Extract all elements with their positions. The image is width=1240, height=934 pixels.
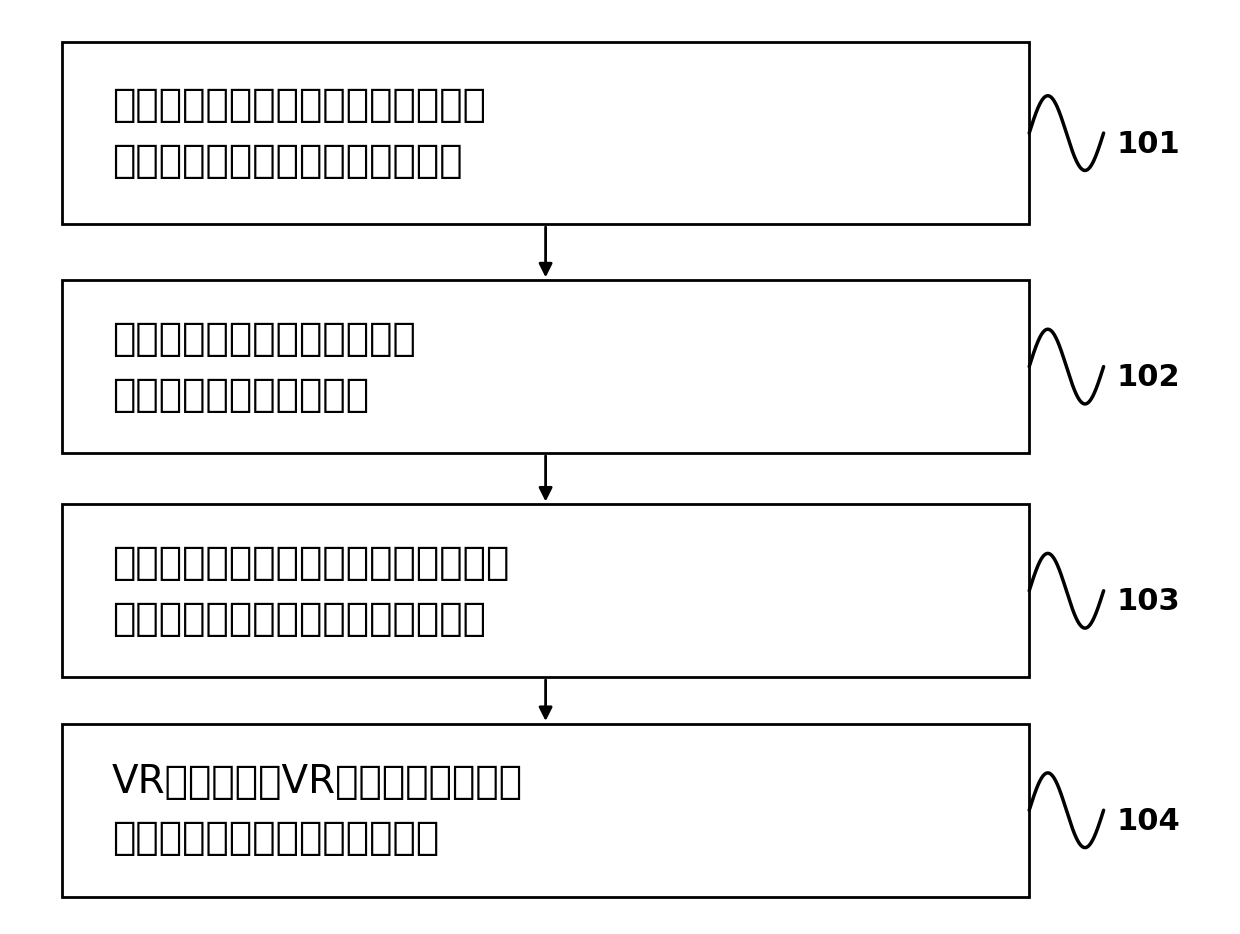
FancyBboxPatch shape <box>62 280 1029 453</box>
Text: 103: 103 <box>1116 587 1179 616</box>
FancyBboxPatch shape <box>62 42 1029 224</box>
Text: VR漫游模块与VR设备连接，将构建
好的三维展示模型进行漫游展示: VR漫游模块与VR设备连接，将构建 好的三维展示模型进行漫游展示 <box>112 763 523 857</box>
Text: 104: 104 <box>1116 807 1179 836</box>
Text: 102: 102 <box>1116 363 1179 392</box>
FancyBboxPatch shape <box>62 504 1029 677</box>
Text: 101: 101 <box>1116 130 1179 159</box>
Text: 设备添加模块在三维车间现场模型内放
置三维设备模型以形成三维展示模型: 设备添加模块在三维车间现场模型内放 置三维设备模型以形成三维展示模型 <box>112 544 508 638</box>
Text: 车间创建模块根据图纸构建墙体和结
构部件，以创建三维车间现场模型: 车间创建模块根据图纸构建墙体和结 构部件，以创建三维车间现场模型 <box>112 86 486 180</box>
FancyBboxPatch shape <box>62 724 1029 897</box>
Text: 装修管理模块在三维车间现场
模型内添加局部装修特征: 装修管理模块在三维车间现场 模型内添加局部装修特征 <box>112 319 415 414</box>
